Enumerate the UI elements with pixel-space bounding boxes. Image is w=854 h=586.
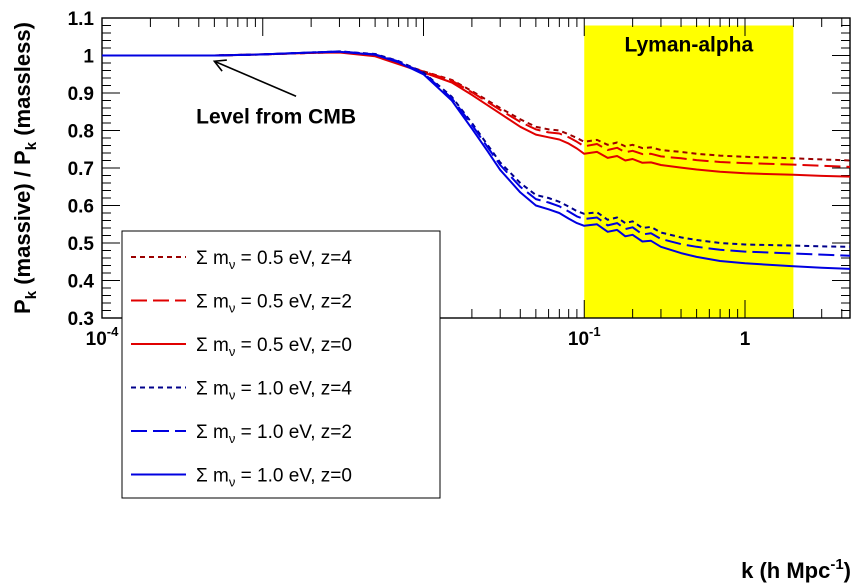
legend-entry-2: Σ mν = 0.5 eV, z=2: [196, 292, 352, 316]
cmb-annotation-text: Level from CMB: [196, 105, 356, 128]
legend-entry-4: Σ mν = 1.0 eV, z=4: [196, 379, 352, 403]
y-tick-label: 0.4: [68, 272, 95, 293]
y-tick-label: 0.3: [68, 309, 94, 330]
series-line-3: [102, 51, 850, 178]
lyman-alpha-label: Lyman-alpha: [624, 34, 753, 57]
y-tick-label: 0.9: [68, 84, 94, 105]
series-line-5: [102, 50, 850, 257]
x-tick-label: 10-4: [86, 324, 119, 350]
y-tick-label: 1.1: [68, 9, 95, 30]
cmb-annotation: Level from CMB: [196, 59, 356, 128]
legend-box: [121, 230, 441, 499]
series-line-4: [102, 50, 850, 248]
x-tick-label: 1: [740, 329, 751, 350]
legend: Σ mν = 0.5 eV, z=4 Σ mν = 0.5 eV, z=2 Σ mν…: [121, 230, 441, 499]
series-line-6: [102, 50, 850, 270]
series-lines: [102, 50, 850, 270]
y-tick-label: 0.6: [68, 197, 94, 218]
x-axis-label: k (h Mpc-1): [741, 556, 851, 583]
legend-entry-5: Σ mν = 1.0 eV, z=2: [196, 422, 352, 446]
legend-entry-6: Σ mν = 1.0 eV, z=0: [196, 466, 352, 490]
legend-entry-1: Σ mν = 0.5 eV, z=4: [196, 248, 352, 272]
y-axis-title: Pk (massive) / Pk (massless): [10, 22, 40, 314]
y-tick-label: 0.5: [68, 234, 95, 255]
cmb-arrow: [212, 59, 297, 97]
series-line-2: [102, 51, 850, 168]
y-tick-label: 0.7: [68, 159, 94, 180]
y-axis-label: Pk (massive) / Pk (massless): [10, 22, 40, 314]
y-tick-label: 0.8: [68, 122, 94, 143]
x-axis-title: k (h Mpc-1): [741, 556, 851, 583]
legend-entry-3: Σ mν = 0.5 eV, z=0: [196, 335, 352, 359]
y-tick-label: 1: [83, 47, 94, 68]
x-tick-label: 10-1: [568, 324, 601, 350]
lyman-alpha-band: [584, 25, 794, 318]
